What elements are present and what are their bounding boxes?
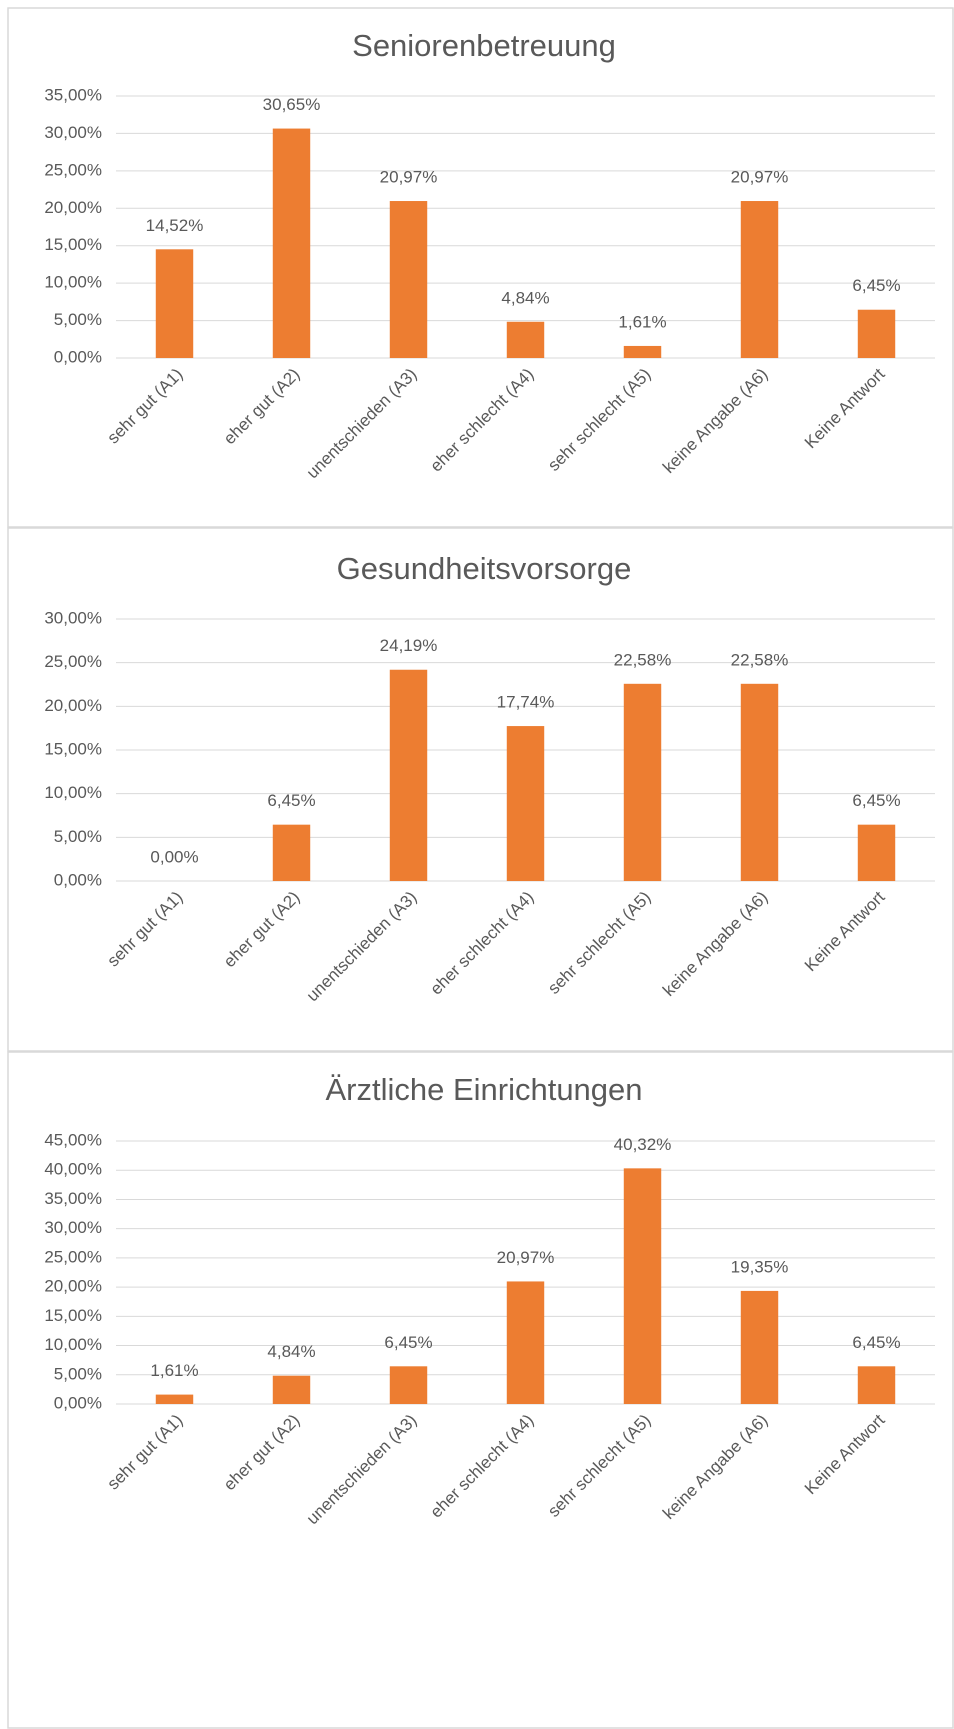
- y-tick-label: 25,00%: [44, 1247, 102, 1266]
- data-label: 6,45%: [852, 791, 900, 810]
- y-tick-label: 30,00%: [44, 608, 102, 627]
- bar: [155, 1394, 194, 1404]
- y-tick-label: 15,00%: [44, 235, 102, 254]
- bar: [389, 669, 428, 881]
- data-label: 20,97%: [380, 168, 438, 187]
- y-tick-label: 20,00%: [44, 198, 102, 217]
- data-label: 30,65%: [263, 95, 321, 114]
- data-label: 4,84%: [501, 288, 549, 307]
- bar: [389, 201, 428, 358]
- y-tick-label: 35,00%: [44, 85, 102, 104]
- bar: [389, 1366, 428, 1404]
- bar: [623, 683, 662, 881]
- y-tick-label: 15,00%: [44, 739, 102, 758]
- chart-title: Gesundheitsvorsorge: [337, 551, 632, 586]
- bar: [740, 201, 779, 358]
- y-tick-label: 5,00%: [54, 310, 102, 329]
- data-label: 0,00%: [150, 847, 198, 866]
- bar: [272, 128, 311, 358]
- bar: [623, 345, 662, 358]
- y-tick-label: 5,00%: [54, 1364, 102, 1383]
- data-label: 40,32%: [614, 1135, 672, 1154]
- y-tick-label: 10,00%: [44, 273, 102, 292]
- chart-title: Seniorenbetreuung: [352, 28, 616, 63]
- y-tick-label: 20,00%: [44, 1277, 102, 1296]
- y-tick-label: 25,00%: [44, 652, 102, 671]
- y-tick-label: 10,00%: [44, 1335, 102, 1354]
- bar: [506, 726, 545, 881]
- y-tick-label: 0,00%: [54, 1393, 102, 1412]
- chart-title: Ärztliche Einrichtungen: [325, 1072, 642, 1107]
- data-label: 22,58%: [731, 650, 789, 669]
- bar: [272, 1375, 311, 1404]
- data-label: 19,35%: [731, 1257, 789, 1276]
- bar: [623, 1168, 662, 1404]
- data-label: 24,19%: [380, 636, 438, 655]
- data-label: 6,45%: [267, 791, 315, 810]
- bar: [740, 1290, 779, 1404]
- data-label: 6,45%: [852, 1333, 900, 1352]
- bar: [155, 249, 194, 358]
- data-label: 4,84%: [267, 1342, 315, 1361]
- chart-panel: [7, 1051, 954, 1729]
- y-tick-label: 40,00%: [44, 1160, 102, 1179]
- data-label: 1,61%: [618, 312, 666, 331]
- data-label: 6,45%: [384, 1333, 432, 1352]
- y-tick-label: 45,00%: [44, 1130, 102, 1149]
- bar: [857, 1366, 896, 1404]
- bar: [857, 309, 896, 358]
- y-tick-label: 5,00%: [54, 827, 102, 846]
- data-label: 20,97%: [731, 168, 789, 187]
- chart-panel: [7, 527, 954, 1052]
- y-tick-label: 30,00%: [44, 123, 102, 142]
- y-tick-label: 35,00%: [44, 1189, 102, 1208]
- y-tick-label: 25,00%: [44, 160, 102, 179]
- bar: [506, 1281, 545, 1404]
- bar: [272, 824, 311, 881]
- data-label: 14,52%: [146, 216, 204, 235]
- bar: [857, 824, 896, 881]
- data-label: 20,97%: [497, 1248, 555, 1267]
- data-label: 6,45%: [852, 276, 900, 295]
- y-tick-label: 30,00%: [44, 1218, 102, 1237]
- data-label: 1,61%: [150, 1361, 198, 1380]
- y-tick-label: 0,00%: [54, 870, 102, 889]
- data-label: 22,58%: [614, 650, 672, 669]
- y-tick-label: 0,00%: [54, 347, 102, 366]
- bar: [506, 321, 545, 358]
- bar: [740, 683, 779, 881]
- y-tick-label: 15,00%: [44, 1306, 102, 1325]
- y-tick-label: 10,00%: [44, 783, 102, 802]
- y-tick-label: 20,00%: [44, 696, 102, 715]
- data-label: 17,74%: [497, 693, 555, 712]
